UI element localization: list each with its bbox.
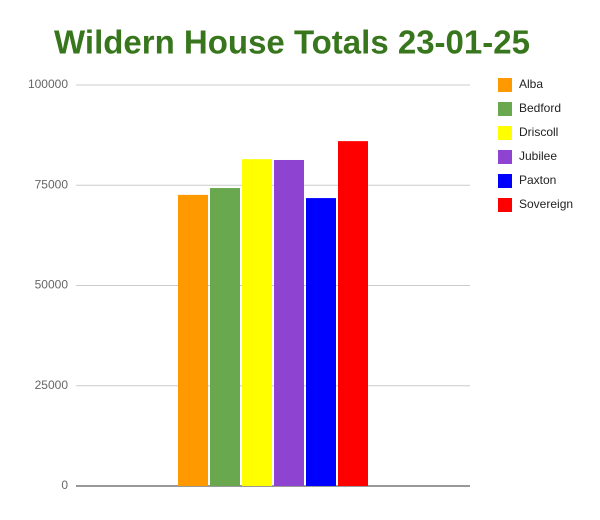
legend-swatch xyxy=(498,126,512,140)
bar xyxy=(242,159,272,486)
legend-label: Sovereign xyxy=(519,197,573,211)
legend-swatch xyxy=(498,198,512,212)
legend-swatch xyxy=(498,102,512,116)
legend-label: Jubilee xyxy=(519,149,557,163)
y-tick-label: 50000 xyxy=(35,278,69,292)
legend-label: Alba xyxy=(519,77,543,91)
y-tick-label: 75000 xyxy=(35,177,69,191)
bar xyxy=(306,198,336,486)
legend-swatch xyxy=(498,174,512,188)
bar xyxy=(274,159,304,486)
y-tick-label: 25000 xyxy=(35,378,69,392)
y-tick-label: 0 xyxy=(61,478,68,492)
legend-label: Driscoll xyxy=(519,125,558,139)
legend-swatch xyxy=(498,150,512,164)
y-tick-label: 100000 xyxy=(28,77,68,91)
chart-title: Wildern House Totals 23-01-25 xyxy=(54,24,530,61)
bar xyxy=(210,188,240,486)
legend-label: Bedford xyxy=(519,101,561,115)
legend-swatch xyxy=(498,78,512,92)
bar xyxy=(338,141,368,486)
bar xyxy=(178,194,208,486)
legend-label: Paxton xyxy=(519,173,556,187)
